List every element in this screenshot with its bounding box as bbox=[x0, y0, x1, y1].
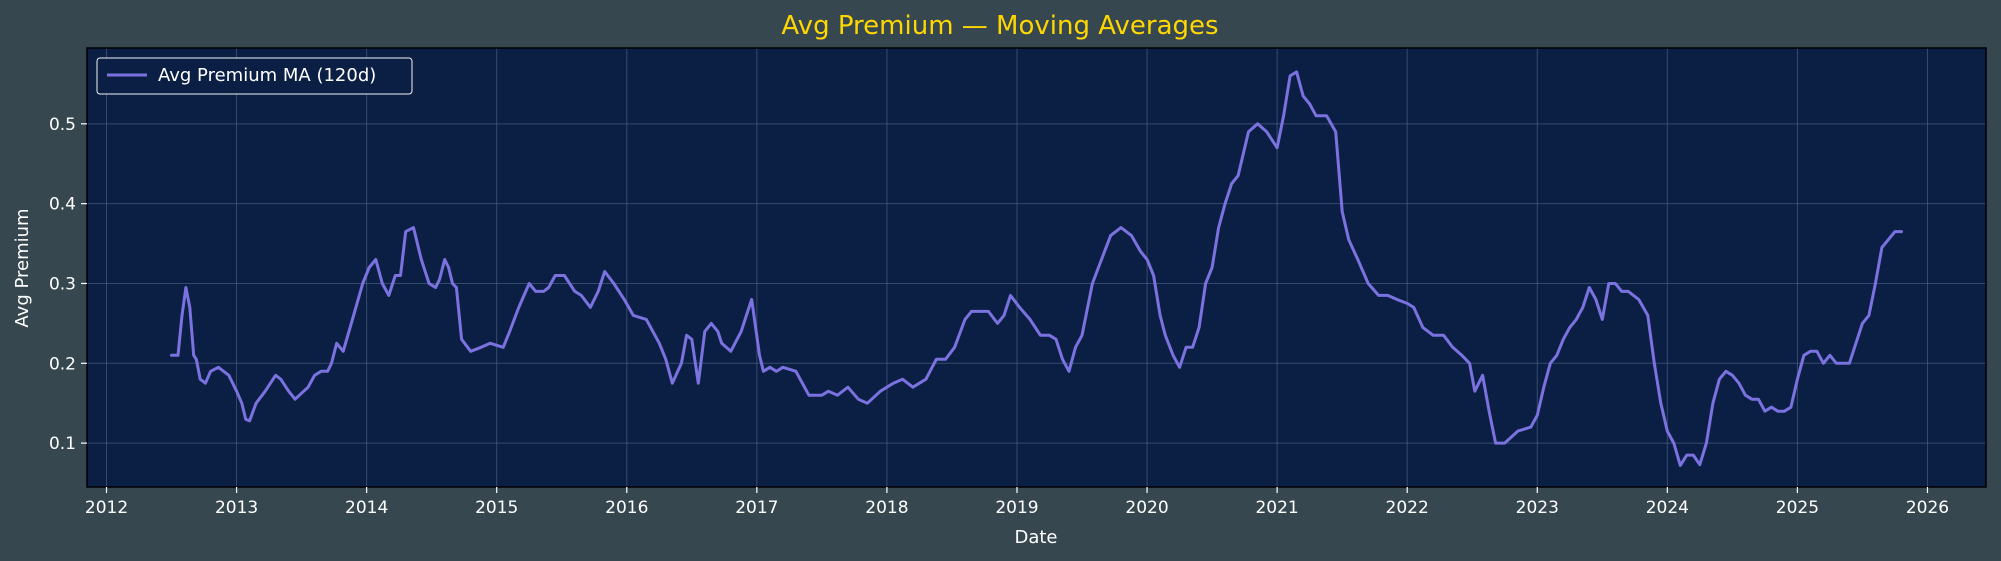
legend-label: Avg Premium MA (120d) bbox=[158, 65, 376, 86]
x-tick-label: 2016 bbox=[605, 498, 648, 518]
x-tick-label: 2019 bbox=[995, 498, 1038, 518]
chart-title: Avg Premium — Moving Averages bbox=[781, 11, 1218, 41]
legend-box bbox=[96, 57, 413, 95]
y-tick-label: 0.1 bbox=[49, 434, 76, 454]
x-tick-label: 2020 bbox=[1125, 498, 1168, 518]
legend: Avg Premium MA (120d) bbox=[96, 57, 413, 95]
x-tick-label: 2017 bbox=[735, 498, 778, 518]
plot-area bbox=[87, 48, 1986, 487]
x-tick-label: 2012 bbox=[85, 498, 128, 518]
y-axis-label: Avg Premium bbox=[12, 208, 33, 327]
x-axis-label: Date bbox=[1014, 527, 1057, 548]
x-axis: 2012 2013 2014 2015 2016 2017 2018 2019 2020 2021… bbox=[85, 487, 1949, 518]
y-tick-label: 0.4 bbox=[49, 195, 76, 215]
x-tick-label: 2014 bbox=[345, 498, 388, 518]
x-tick-label: 2023 bbox=[1516, 498, 1559, 518]
x-tick-label: 2025 bbox=[1776, 498, 1819, 518]
x-tick-label: 2013 bbox=[215, 498, 258, 518]
x-tick-label: 2021 bbox=[1255, 498, 1298, 518]
y-tick-label: 0.2 bbox=[49, 354, 76, 374]
x-tick-label: 2018 bbox=[865, 498, 908, 518]
y-axis: 0.1 0.2 0.3 0.4 0.5 bbox=[49, 115, 87, 454]
series-layer bbox=[170, 70, 1903, 467]
plot-frame bbox=[86, 47, 1987, 488]
y-tick-label: 0.3 bbox=[49, 274, 76, 294]
series-line bbox=[170, 70, 1903, 467]
y-tick-label: 0.5 bbox=[49, 115, 76, 135]
x-tick-label: 2026 bbox=[1906, 498, 1949, 518]
grid bbox=[87, 48, 1986, 487]
x-tick-label: 2022 bbox=[1386, 498, 1429, 518]
x-tick-label: 2024 bbox=[1646, 498, 1689, 518]
x-tick-label: 2015 bbox=[475, 498, 518, 518]
